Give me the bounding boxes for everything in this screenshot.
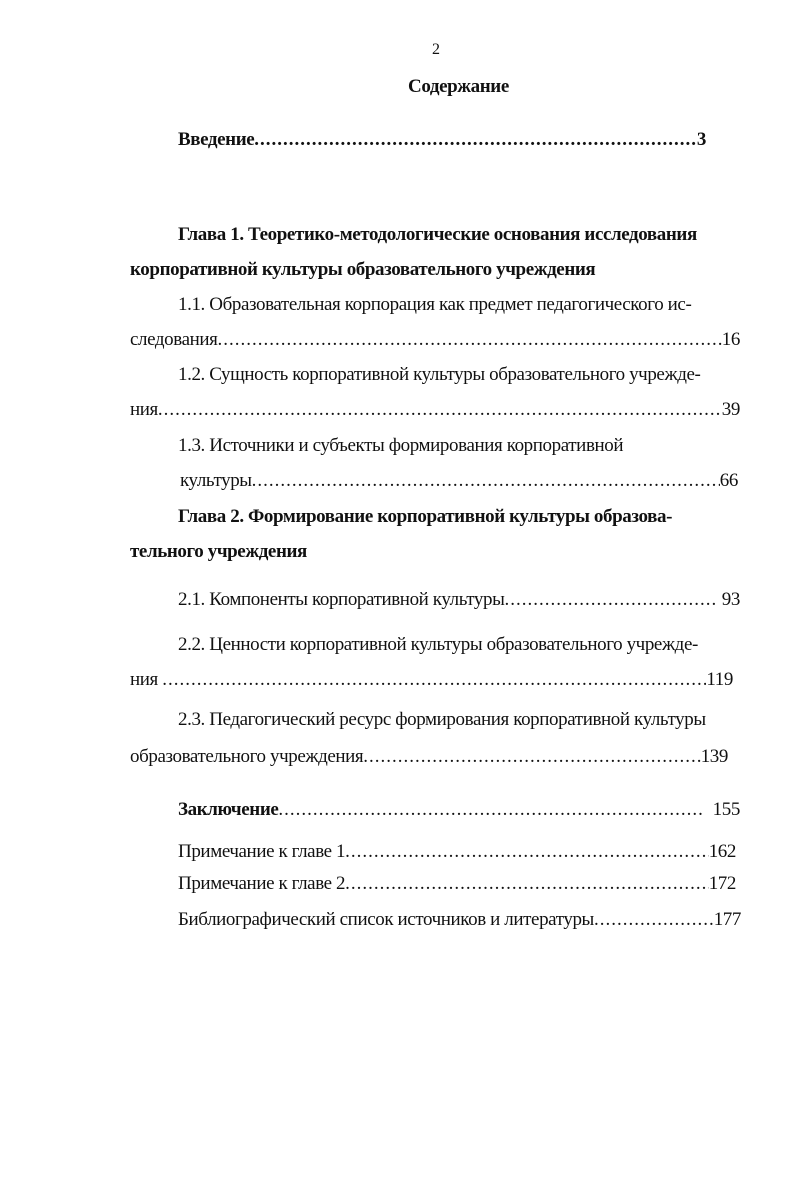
- toc-page: 39: [721, 399, 741, 420]
- toc-section-2-2[interactable]: ния 119: [130, 668, 733, 692]
- toc-leader: [504, 588, 717, 612]
- toc-leader: [162, 668, 706, 692]
- toc-leader: [278, 798, 704, 822]
- toc-chapter-1-line2: корпоративной культуры образовательного …: [130, 259, 596, 280]
- toc-label: культуры: [180, 470, 252, 491]
- toc-section-1-2-line1: 1.2. Сущность корпоративной культуры обр…: [178, 364, 701, 385]
- toc-leader: [594, 908, 714, 932]
- toc-page: 66: [719, 470, 739, 491]
- toc-leader: [218, 328, 722, 352]
- toc-section-2-1[interactable]: 2.1. Компоненты корпоративной культуры 9…: [178, 588, 740, 612]
- toc-section-1-2[interactable]: ния 39: [130, 398, 740, 422]
- toc-leader: [158, 398, 722, 422]
- toc-entry-note-2[interactable]: Примечание к главе 2 172: [178, 872, 736, 896]
- toc-chapter-2-line1: Глава 2. Формирование корпоративной куль…: [178, 506, 673, 527]
- toc-section-1-3-line1: 1.3. Источники и субъекты формирования к…: [178, 435, 624, 456]
- toc-entry-bibliography[interactable]: Библиографический список источников и ли…: [178, 908, 741, 932]
- toc-label: ния: [130, 669, 163, 690]
- toc-label: Примечание к главе 2: [178, 873, 346, 894]
- toc-entry-conclusion[interactable]: Заключение 155: [178, 798, 740, 822]
- toc-section-2-3-line1: 2.3. Педагогический ресурс формирования …: [178, 709, 706, 730]
- toc-leader: [254, 128, 697, 152]
- page-title: Содержание: [408, 76, 509, 97]
- toc-page: 172: [708, 873, 737, 894]
- toc-page: 177: [713, 909, 742, 930]
- page-number: 2: [432, 41, 440, 58]
- toc-entry-note-1[interactable]: Примечание к главе 1 162: [178, 840, 736, 864]
- toc-section-1-3[interactable]: культуры 66: [180, 469, 738, 493]
- toc-leader: [345, 872, 709, 896]
- toc-page: 155: [703, 799, 741, 820]
- toc-chapter-1-line1: Глава 1. Теоретико-методологические осно…: [178, 224, 697, 245]
- toc-section-2-2-line1: 2.2. Ценности корпоративной культуры обр…: [178, 634, 698, 655]
- toc-leader: [252, 469, 720, 493]
- toc-label: Примечание к главе 1: [178, 841, 346, 862]
- toc-page: 16: [721, 329, 741, 350]
- toc-leader: [345, 840, 709, 864]
- toc-label: следования: [130, 329, 218, 350]
- toc-section-2-3[interactable]: образовательного учреждения 139: [130, 745, 728, 769]
- toc-label: образовательного учреждения: [130, 746, 364, 767]
- toc-section-1-1-line1: 1.1. Образовательная корпорация как пред…: [178, 294, 692, 315]
- toc-label: Введение: [178, 129, 255, 150]
- toc-page: 139: [700, 746, 729, 767]
- toc-entry-intro[interactable]: Введение 3: [178, 128, 706, 152]
- toc-label: ния: [130, 399, 158, 420]
- toc-page: 93: [717, 589, 741, 610]
- toc-label: 2.1. Компоненты корпоративной культуры: [178, 589, 505, 610]
- toc-page: 119: [706, 669, 733, 690]
- toc-section-1-1[interactable]: следования 16: [130, 328, 740, 352]
- toc-chapter-2-line2: тельного учреждения: [130, 541, 307, 562]
- toc-label: Заключение: [178, 799, 279, 820]
- toc-label: Библиографический список источников и ли…: [178, 909, 594, 930]
- toc-leader: [363, 745, 700, 769]
- toc-page: 3: [696, 129, 707, 150]
- toc-page: 162: [708, 841, 737, 862]
